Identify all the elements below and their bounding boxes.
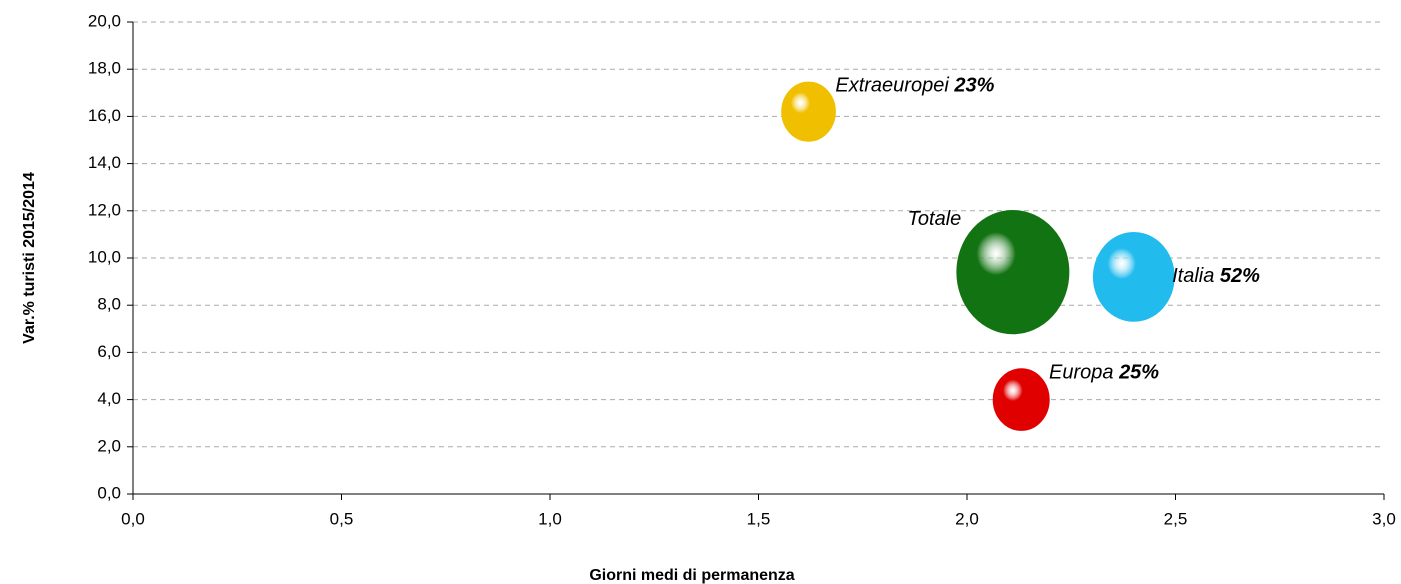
bubble-label: Extraeuropei 23% <box>835 75 994 97</box>
bubble <box>992 368 1050 431</box>
x-tick-label: 1,5 <box>747 509 771 528</box>
bubble-label: Totale <box>908 208 962 230</box>
x-tick-label: 2,5 <box>1164 509 1188 528</box>
y-tick-label: 14,0 <box>88 153 121 172</box>
x-tick-label: 0,5 <box>330 509 354 528</box>
bubble <box>781 81 836 142</box>
bubble-label: Italia 52% <box>1172 265 1260 287</box>
series-name: Totale <box>908 208 962 230</box>
x-tick-label: 2,0 <box>955 509 979 528</box>
y-tick-label: 18,0 <box>88 59 121 78</box>
x-tick-label: 3,0 <box>1372 509 1396 528</box>
y-tick-label: 6,0 <box>97 342 121 361</box>
size-label: 52% <box>1220 265 1260 287</box>
y-tick-label: 0,0 <box>97 483 121 502</box>
y-tick-label: 16,0 <box>88 106 121 125</box>
series-name: Italia <box>1172 265 1220 287</box>
y-tick-label: 8,0 <box>97 295 121 314</box>
series-name: Extraeuropei <box>835 75 954 97</box>
bubble <box>956 210 1070 335</box>
x-axis-title: Giorni medi di permanenza <box>589 567 794 584</box>
size-label: 23% <box>953 75 994 97</box>
bubble-label: Europa 25% <box>1049 362 1159 384</box>
y-tick-label: 10,0 <box>88 247 121 266</box>
y-tick-label: 2,0 <box>97 436 121 455</box>
y-tick-label: 12,0 <box>88 200 121 219</box>
y-tick-label: 20,0 <box>88 11 121 30</box>
x-tick-label: 0,0 <box>121 509 145 528</box>
size-label: 25% <box>1118 362 1159 384</box>
series-name: Europa <box>1049 362 1119 384</box>
y-tick-label: 4,0 <box>97 389 121 408</box>
bubble <box>1092 231 1175 322</box>
y-axis-title: Var.% turisti 2015/2014 <box>21 172 38 344</box>
x-tick-label: 1,0 <box>538 509 562 528</box>
